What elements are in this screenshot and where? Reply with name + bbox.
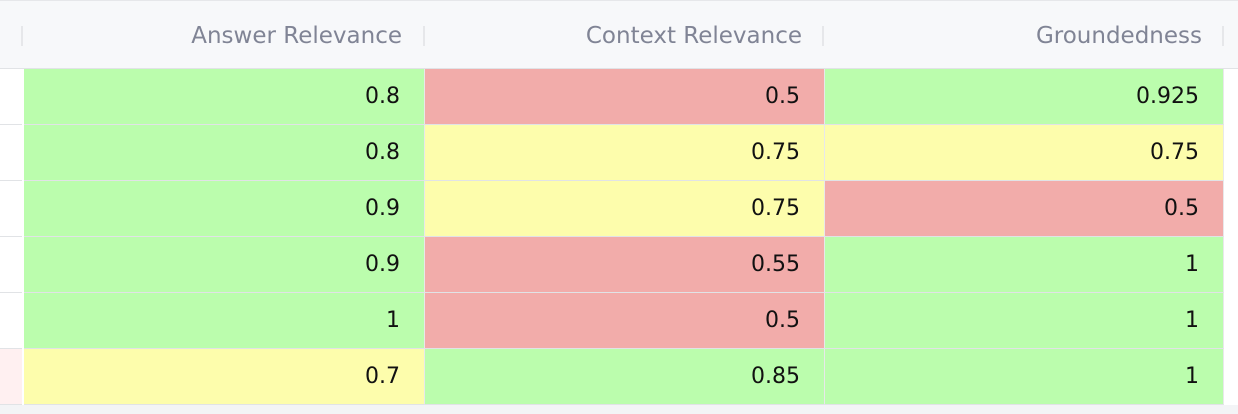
- table-cell[interactable]: 0.8: [24, 125, 425, 181]
- column-separator[interactable]: [822, 26, 824, 46]
- column-header-label: Answer Relevance: [191, 22, 402, 49]
- cell-value: 1: [1185, 308, 1199, 333]
- table-cell[interactable]: 0.5: [425, 293, 825, 349]
- column-separator[interactable]: [21, 26, 23, 46]
- cell-value: 0.9: [365, 196, 400, 221]
- table-cell[interactable]: 0.55: [425, 237, 825, 293]
- table-row[interactable]: 0.9 0.75 0.5: [0, 181, 1238, 237]
- row-index-cell[interactable]: [0, 349, 22, 405]
- column-header-label: Context Relevance: [585, 22, 802, 49]
- cell-value: 0.55: [751, 252, 800, 277]
- table-cell[interactable]: 1: [825, 349, 1224, 405]
- table-row[interactable]: 0.9 0.55 1: [0, 237, 1238, 293]
- table-cell[interactable]: 0.75: [425, 181, 825, 237]
- table-cell[interactable]: 0.5: [425, 69, 825, 125]
- table-row[interactable]: 1 0.5 1: [0, 293, 1238, 349]
- cell-value: 1: [386, 308, 400, 333]
- table-right-edge: [1224, 69, 1238, 414]
- row-index-cell[interactable]: [0, 293, 22, 349]
- row-index-cell[interactable]: [0, 69, 22, 125]
- table-cell[interactable]: 0.925: [825, 69, 1224, 125]
- column-separator[interactable]: [1222, 26, 1224, 46]
- cell-value: 0.925: [1136, 84, 1199, 109]
- column-header-groundedness[interactable]: Groundedness: [825, 1, 1224, 70]
- table-cell[interactable]: 1: [825, 293, 1224, 349]
- cell-value: 0.9: [365, 252, 400, 277]
- table-cell[interactable]: 1: [24, 293, 425, 349]
- column-header-context-relevance[interactable]: Context Relevance: [425, 1, 824, 70]
- cell-value: 1: [1185, 252, 1199, 277]
- table-row[interactable]: 0.8 0.75 0.75: [0, 125, 1238, 181]
- table-cell[interactable]: 0.85: [425, 349, 825, 405]
- column-separator[interactable]: [423, 26, 425, 46]
- table-cell[interactable]: 1: [825, 237, 1224, 293]
- cell-value: 0.85: [751, 364, 800, 389]
- cell-value: 0.5: [765, 84, 800, 109]
- column-header-answer-relevance[interactable]: Answer Relevance: [24, 1, 424, 70]
- column-header-label: Groundedness: [1035, 22, 1202, 49]
- cell-value: 1: [1185, 364, 1199, 389]
- cell-value: 0.5: [765, 308, 800, 333]
- table-cell[interactable]: 0.75: [825, 125, 1224, 181]
- table-cell[interactable]: 0.9: [24, 237, 425, 293]
- cell-value: 0.7: [365, 364, 400, 389]
- row-index-cell[interactable]: [0, 237, 22, 293]
- cell-value: 0.5: [1164, 196, 1199, 221]
- cell-value: 0.75: [751, 140, 800, 165]
- cell-value: 0.8: [365, 140, 400, 165]
- table-row[interactable]: 0.8 0.5 0.925: [0, 69, 1238, 125]
- table-cell[interactable]: 0.9: [24, 181, 425, 237]
- cell-value: 0.75: [1150, 140, 1199, 165]
- table-header: Answer Relevance Context Relevance Groun…: [0, 0, 1238, 69]
- table-cell[interactable]: 0.7: [24, 349, 425, 405]
- table-row[interactable]: 0.7 0.85 1: [0, 349, 1238, 405]
- table-bottom-edge: [0, 405, 1238, 414]
- table-cell[interactable]: 0.8: [24, 69, 425, 125]
- cell-value: 0.8: [365, 84, 400, 109]
- row-index-cell[interactable]: [0, 125, 22, 181]
- table-cell[interactable]: 0.75: [425, 125, 825, 181]
- row-index-cell[interactable]: [0, 181, 22, 237]
- table-cell[interactable]: 0.5: [825, 181, 1224, 237]
- cell-value: 0.75: [751, 196, 800, 221]
